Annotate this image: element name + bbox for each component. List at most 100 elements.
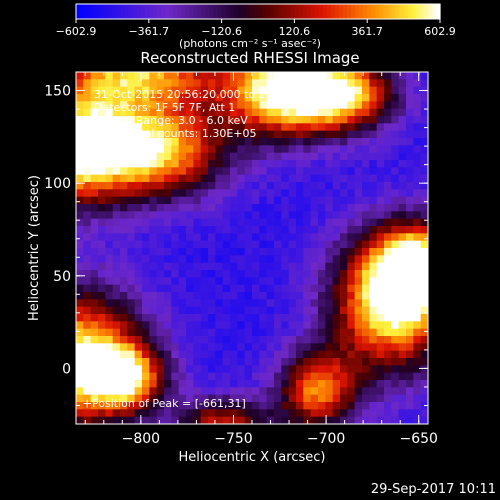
heatmap-cell [244, 218, 253, 227]
heatmap-cell [259, 72, 268, 80]
heatmap-cell [193, 416, 202, 425]
heatmap-cell [384, 167, 392, 176]
heatmap-cell [222, 365, 231, 374]
heatmap-cell [406, 402, 414, 410]
heatmap-cell [252, 108, 260, 117]
heatmap-cell [325, 79, 334, 88]
heatmap-cell [237, 101, 246, 110]
heatmap-cell [186, 218, 194, 227]
heatmap-cell [98, 211, 106, 220]
colorbar-segment [310, 4, 316, 19]
heatmap-cell [369, 270, 378, 278]
heatmap-cell [134, 72, 143, 80]
heatmap-cell [340, 328, 348, 337]
heatmap-cell [413, 218, 422, 227]
heatmap-cell [215, 226, 224, 234]
heatmap-cell [266, 145, 275, 154]
heatmap-cell [354, 394, 363, 403]
heatmap-cell [76, 328, 84, 337]
heatmap-cell [413, 174, 422, 183]
heatmap-cell [171, 152, 180, 161]
heatmap-cell [347, 358, 356, 366]
heatmap-cell [164, 380, 172, 388]
heatmap-cell [318, 116, 326, 124]
heatmap-cell [281, 255, 290, 264]
heatmap-cell [208, 284, 216, 293]
heatmap-cell [142, 138, 150, 146]
heatmap-cell [76, 152, 84, 161]
heatmap-cell [112, 123, 121, 132]
heatmap-cell [318, 138, 326, 146]
heatmap-cell [266, 262, 275, 271]
heatmap-cell [127, 358, 136, 366]
heatmap-cell [303, 299, 312, 308]
heatmap-cell [171, 292, 180, 300]
heatmap-cell [208, 387, 216, 396]
heatmap-cell [200, 299, 209, 308]
heatmap-cell [164, 189, 172, 198]
heatmap-cell [281, 314, 290, 322]
heatmap-cell [384, 204, 392, 212]
heatmap-cell [391, 380, 400, 388]
heatmap-cell [149, 79, 158, 88]
heatmap-cell [230, 116, 238, 124]
heatmap-cell [266, 372, 275, 381]
heatmap-cell [420, 94, 429, 102]
heatmap-cell [259, 409, 268, 418]
heatmap-cell [186, 321, 194, 330]
heatmap-cell [156, 380, 165, 388]
heatmap-cell [237, 372, 246, 381]
heatmap-cell [112, 189, 121, 198]
heatmap-cell [398, 314, 407, 322]
heatmap-cell [244, 248, 253, 256]
heatmap-cell [296, 306, 304, 315]
heatmap-cell [274, 226, 282, 234]
heatmap-cell [142, 233, 150, 242]
heatmap-cell [376, 394, 385, 403]
heatmap-cell [259, 94, 268, 102]
heatmap-cell [391, 336, 400, 344]
heatmap-cell [156, 292, 165, 300]
heatmap-cell [413, 365, 422, 374]
heatmap-cell [420, 226, 429, 234]
heatmap-cell [318, 299, 326, 308]
heatmap-cell [171, 218, 180, 227]
heatmap-cell [186, 116, 194, 124]
heatmap-cell [398, 204, 407, 212]
heatmap-cell [340, 94, 348, 102]
heatmap-cell [398, 108, 407, 117]
heatmap-cell [303, 277, 312, 286]
heatmap-cell [376, 255, 385, 264]
heatmap-cell [142, 262, 150, 271]
heatmap-cell [178, 409, 187, 418]
heatmap-cell [318, 350, 326, 359]
heatmap-cell [142, 402, 150, 410]
heatmap-cell [303, 182, 312, 190]
heatmap-cell [347, 152, 356, 161]
heatmap-cell [413, 138, 422, 146]
heatmap-cell [237, 138, 246, 146]
heatmap-cell [90, 101, 99, 110]
heatmap-cell [164, 182, 172, 190]
heatmap-cell [76, 314, 84, 322]
heatmap-cell [384, 130, 392, 139]
heatmap-cell [142, 255, 150, 264]
heatmap-cell [318, 358, 326, 366]
heatmap-cell [384, 328, 392, 337]
heatmap-cell [332, 277, 341, 286]
heatmap-cell [134, 101, 143, 110]
heatmap-cell [134, 123, 143, 132]
heatmap-cell [420, 116, 429, 124]
heatmap-cell [83, 116, 92, 124]
colorbar-segment [104, 4, 109, 19]
heatmap-cell [384, 358, 392, 366]
heatmap-cell [398, 240, 407, 249]
heatmap-cell [83, 248, 92, 256]
heatmap-cell [149, 409, 158, 418]
heatmap-cell [332, 402, 341, 410]
colorbar-segment [403, 4, 409, 19]
heatmap-cell [193, 314, 202, 322]
heatmap-cell [340, 365, 348, 374]
heatmap-cell [376, 306, 385, 315]
heatmap-cell [310, 182, 319, 190]
